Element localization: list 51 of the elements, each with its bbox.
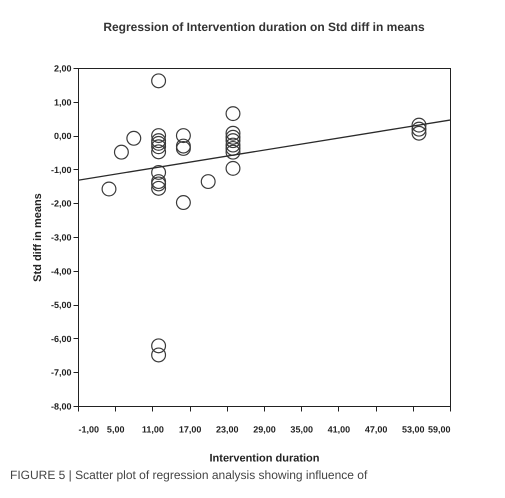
point — [151, 139, 166, 154]
point — [226, 140, 240, 156]
point — [114, 144, 129, 160]
y-axis-title: Std diff in means — [32, 193, 44, 282]
x-tick-label: 11,00 — [142, 424, 164, 434]
x-tick-label: 41,00 — [328, 424, 350, 434]
y-tick-label: -3,00 — [50, 232, 72, 242]
point — [226, 138, 240, 153]
point — [226, 144, 240, 160]
point — [412, 118, 426, 133]
y-tick-label: 1,00 — [54, 97, 72, 108]
y-tick-label: -4,00 — [50, 266, 72, 276]
point — [226, 126, 240, 141]
point — [176, 128, 191, 144]
x-tick-label: 59,00 — [428, 424, 450, 434]
point — [412, 122, 426, 137]
point — [151, 338, 166, 354]
point — [151, 164, 166, 180]
x-axis-title: Intervention duration — [210, 452, 320, 464]
y-tick-label: -2,00 — [50, 198, 72, 209]
y-tick-label: -7,00 — [50, 368, 72, 378]
point — [151, 128, 166, 144]
chart-title: Regression of Intervention duration on Std diff in means — [103, 20, 425, 34]
x-tick-label: 35,00 — [290, 424, 313, 434]
point — [151, 73, 166, 88]
point — [226, 106, 240, 122]
point — [226, 160, 240, 176]
point — [126, 130, 142, 146]
point — [151, 144, 166, 160]
y-tick-label: -5,00 — [50, 300, 72, 310]
point — [226, 133, 240, 148]
point — [200, 174, 216, 190]
point — [102, 182, 116, 196]
x-tick-label: 5,00 — [106, 424, 124, 434]
point — [151, 180, 166, 196]
x-tick-label: 23,00 — [216, 424, 239, 434]
x-tick-label: -1,00 — [78, 424, 100, 434]
x-tick-label: 47,00 — [364, 424, 388, 434]
y-tick-label: -1,00 — [50, 164, 72, 175]
point — [412, 126, 426, 141]
x-tick-label: 53,00 — [402, 424, 425, 434]
point — [176, 195, 191, 210]
y-tick-label: 2,00 — [54, 64, 72, 74]
y-tick-label: 0,00 — [54, 131, 72, 142]
y-tick-label: -6,00 — [50, 334, 72, 344]
x-tick-label: 29,00 — [253, 424, 276, 434]
point — [151, 347, 166, 362]
caption: FIGURE 5 | Scatter plot of regression analysis showing influence of — [10, 468, 368, 482]
point — [226, 130, 240, 145]
x-tick-label: 17,00 — [178, 424, 202, 434]
y-tick-label: -8,00 — [50, 402, 72, 412]
